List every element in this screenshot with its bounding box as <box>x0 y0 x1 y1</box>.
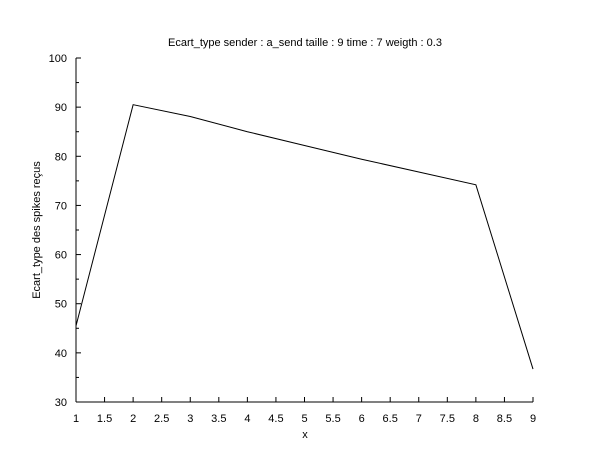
x-axis-title: x <box>302 429 308 441</box>
x-tick-label: 1.5 <box>97 413 112 425</box>
x-tick-label: 3.5 <box>211 413 226 425</box>
x-tick-label: 2.5 <box>154 413 169 425</box>
plot-area: 30 40 50 60 70 80 90 100 1 1.5 2 2.5 3 3.5 4 4.5 5 5.5 6 6… <box>49 53 536 425</box>
x-tick-label: 7.5 <box>440 413 455 425</box>
y-tick-label: 100 <box>49 53 67 65</box>
y-tick-label: 90 <box>55 102 67 114</box>
series-layer <box>75 104 534 370</box>
y-tick-label: 50 <box>55 299 67 311</box>
x-tick-label: 2 <box>130 413 136 425</box>
y-tick-label: 70 <box>55 200 67 212</box>
x-tick-label: 9 <box>530 413 536 425</box>
axes-frame <box>76 58 533 402</box>
x-tick-label: 3 <box>187 413 193 425</box>
y-axis: 30 40 50 60 70 80 90 100 <box>49 53 81 409</box>
x-tick-label: 6.5 <box>383 413 398 425</box>
x-tick-label: 8 <box>473 413 479 425</box>
chart-title: Ecart_type sender : a_send taille : 9 ti… <box>168 37 442 49</box>
x-tick-label: 8.5 <box>497 413 512 425</box>
x-tick-label: 7 <box>416 413 422 425</box>
y-tick-label: 30 <box>55 397 67 409</box>
x-tick-label: 4.5 <box>268 413 283 425</box>
y-axis-title: Ecart_type des spikes reçus <box>31 161 43 299</box>
x-tick-label: 1 <box>73 413 79 425</box>
y-tick-label: 60 <box>55 250 67 262</box>
y-tick-label: 40 <box>55 348 67 360</box>
x-tick-label: 4 <box>244 413 250 425</box>
y-tick-label: 80 <box>55 151 67 163</box>
x-tick-label: 6 <box>359 413 365 425</box>
x-tick-label: 5.5 <box>325 413 340 425</box>
x-tick-label: 5 <box>301 413 307 425</box>
x-axis: 1 1.5 2 2.5 3 3.5 4 4.5 5 5.5 6 6.5 7 7.5 8 8.5 9 <box>73 397 536 425</box>
series-line-0 <box>75 104 534 370</box>
